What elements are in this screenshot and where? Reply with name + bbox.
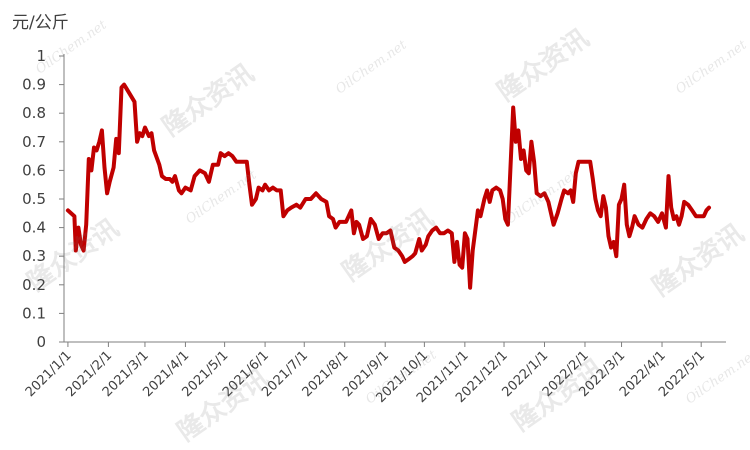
y-tick-label: 0.6 bbox=[22, 161, 46, 179]
y-tick-label: 1 bbox=[36, 47, 46, 65]
y-tick-label: 0.9 bbox=[22, 76, 46, 94]
y-tick-label: 0.7 bbox=[22, 133, 46, 151]
y-tick-label: 0.3 bbox=[22, 247, 46, 265]
y-axis-unit-label: 元/公斤 bbox=[12, 13, 69, 33]
y-tick-label: 0.2 bbox=[22, 276, 46, 294]
y-tick-label: 0.8 bbox=[22, 104, 46, 122]
y-tick-label: 0.1 bbox=[22, 304, 46, 322]
price-series-line bbox=[65, 82, 711, 290]
y-tick-label: 0.4 bbox=[22, 219, 46, 237]
y-tick-label: 0.5 bbox=[22, 190, 46, 208]
y-tick-label: 0 bbox=[36, 333, 46, 351]
